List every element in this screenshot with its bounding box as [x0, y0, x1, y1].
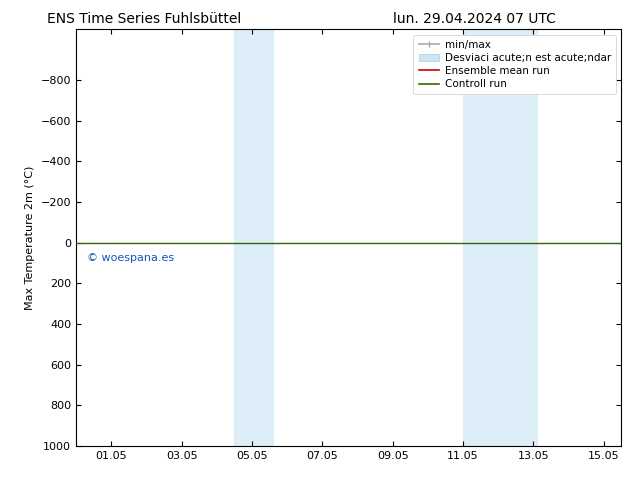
Text: © woespana.es: © woespana.es: [87, 253, 174, 263]
Y-axis label: Max Temperature 2m (°C): Max Temperature 2m (°C): [25, 166, 35, 310]
Legend: min/max, Desviaci acute;n est acute;ndar, Ensemble mean run, Controll run: min/max, Desviaci acute;n est acute;ndar…: [413, 35, 616, 95]
Text: lun. 29.04.2024 07 UTC: lun. 29.04.2024 07 UTC: [393, 12, 556, 26]
Text: ENS Time Series Fuhlsbüttel: ENS Time Series Fuhlsbüttel: [47, 12, 241, 26]
Bar: [463, 29, 537, 446]
Bar: [235, 29, 273, 446]
